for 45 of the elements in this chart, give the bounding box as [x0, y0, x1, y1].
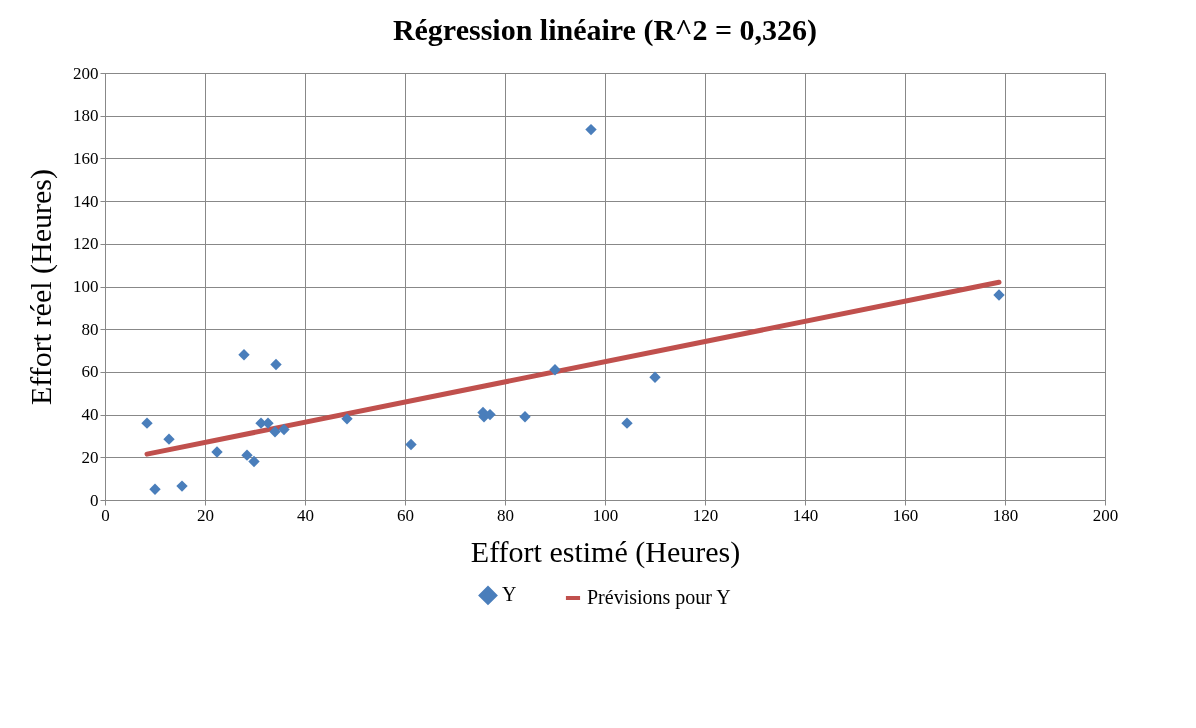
y-tick-label: 160 — [73, 148, 99, 168]
point — [270, 358, 282, 371]
x-axis-title: Effort estimé (Heures) — [470, 534, 741, 569]
x-tick-label: 140 — [792, 505, 819, 525]
point — [993, 289, 1005, 301]
point — [248, 455, 260, 468]
point — [519, 411, 531, 423]
point — [405, 438, 417, 451]
y-tick-label: 80 — [81, 319, 99, 339]
x-tick-label: 80 — [497, 505, 514, 525]
x-tick-label: 120 — [692, 505, 719, 525]
y-tick-label: 40 — [81, 405, 99, 425]
point — [269, 425, 281, 438]
y-tick-label: 180 — [73, 106, 99, 126]
y-tick-label: 20 — [81, 447, 99, 467]
point — [585, 123, 597, 136]
point — [141, 417, 153, 429]
point — [149, 483, 161, 496]
y-axis-title: Effort réel (Heures) — [24, 169, 58, 405]
x-tick-label: 200 — [1092, 505, 1119, 525]
point — [238, 349, 250, 361]
x-tick-label: 160 — [892, 505, 919, 525]
point — [211, 446, 223, 458]
y-tick-label: 120 — [73, 234, 99, 254]
point — [278, 423, 290, 436]
point — [163, 433, 175, 445]
x-tick-label: 100 — [592, 505, 619, 525]
x-tick-label: 40 — [297, 505, 314, 525]
legend-label: Prévisions pour Y — [587, 586, 731, 609]
point — [549, 364, 561, 376]
legend-label: Y — [502, 583, 517, 606]
point — [621, 417, 633, 429]
y-tick-label: 200 — [73, 63, 99, 83]
point — [649, 371, 661, 383]
y-tick-label: 0 — [90, 490, 99, 510]
point — [341, 413, 353, 425]
x-tick-label: 180 — [992, 505, 1019, 525]
point — [176, 480, 188, 492]
x-tick-label: 60 — [397, 505, 414, 525]
chart-title: Régression linéaire (R^2 = 0,326) — [392, 13, 818, 47]
point — [241, 449, 253, 461]
y-tick-label: 60 — [81, 362, 99, 382]
x-tick-label: 20 — [197, 505, 214, 525]
y-tick-label: 140 — [73, 191, 99, 211]
y-tick-label: 100 — [73, 277, 99, 296]
